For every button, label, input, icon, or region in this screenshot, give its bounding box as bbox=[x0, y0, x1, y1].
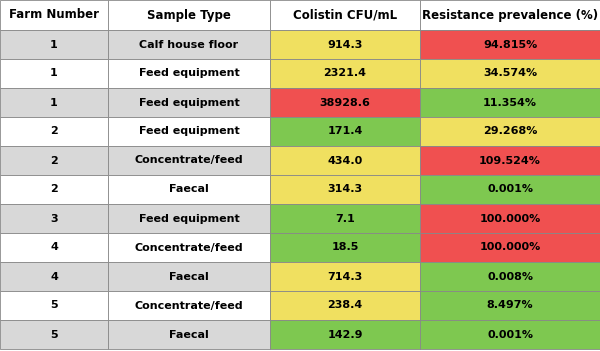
Text: 914.3: 914.3 bbox=[328, 40, 362, 49]
Bar bbox=[0, 291, 108, 320]
Text: 3: 3 bbox=[50, 213, 58, 224]
Bar bbox=[270, 320, 420, 349]
Text: 2: 2 bbox=[50, 126, 58, 137]
Text: 0.001%: 0.001% bbox=[487, 330, 533, 339]
Text: 2321.4: 2321.4 bbox=[323, 68, 367, 79]
Text: Feed equipment: Feed equipment bbox=[139, 68, 239, 79]
Bar bbox=[420, 320, 600, 349]
Text: 18.5: 18.5 bbox=[331, 243, 359, 252]
Bar bbox=[420, 117, 600, 146]
Bar bbox=[108, 291, 270, 320]
Bar bbox=[420, 59, 600, 88]
Bar bbox=[270, 59, 420, 88]
Bar bbox=[420, 146, 600, 175]
Bar bbox=[420, 175, 600, 204]
Text: Sample Type: Sample Type bbox=[147, 8, 231, 21]
Bar bbox=[0, 204, 108, 233]
Bar bbox=[0, 233, 108, 262]
Text: 34.574%: 34.574% bbox=[483, 68, 537, 79]
Bar bbox=[270, 30, 420, 59]
Text: 142.9: 142.9 bbox=[327, 330, 363, 339]
Text: Feed equipment: Feed equipment bbox=[139, 126, 239, 137]
Text: 1: 1 bbox=[50, 68, 58, 79]
Bar bbox=[0, 146, 108, 175]
Text: 100.000%: 100.000% bbox=[479, 243, 541, 252]
Text: 4: 4 bbox=[50, 243, 58, 252]
Bar bbox=[270, 233, 420, 262]
Bar bbox=[108, 204, 270, 233]
Text: Calf house floor: Calf house floor bbox=[139, 40, 239, 49]
Bar bbox=[270, 175, 420, 204]
Bar bbox=[420, 204, 600, 233]
Text: 2: 2 bbox=[50, 155, 58, 166]
Bar bbox=[420, 30, 600, 59]
Bar bbox=[270, 0, 420, 30]
Text: Feed equipment: Feed equipment bbox=[139, 213, 239, 224]
Bar bbox=[420, 262, 600, 291]
Text: 29.268%: 29.268% bbox=[483, 126, 537, 137]
Bar bbox=[0, 0, 108, 30]
Text: 7.1: 7.1 bbox=[335, 213, 355, 224]
Bar bbox=[108, 262, 270, 291]
Bar bbox=[0, 320, 108, 349]
Bar bbox=[0, 175, 108, 204]
Bar bbox=[108, 88, 270, 117]
Bar bbox=[270, 117, 420, 146]
Text: 238.4: 238.4 bbox=[328, 300, 362, 311]
Bar bbox=[420, 88, 600, 117]
Bar bbox=[108, 320, 270, 349]
Bar bbox=[420, 291, 600, 320]
Text: 5: 5 bbox=[50, 330, 58, 339]
Bar bbox=[108, 175, 270, 204]
Text: 100.000%: 100.000% bbox=[479, 213, 541, 224]
Bar bbox=[270, 146, 420, 175]
Text: 8.497%: 8.497% bbox=[487, 300, 533, 311]
Bar bbox=[108, 30, 270, 59]
Text: 0.001%: 0.001% bbox=[487, 185, 533, 194]
Bar bbox=[0, 262, 108, 291]
Bar bbox=[108, 117, 270, 146]
Bar bbox=[270, 262, 420, 291]
Text: Farm Number: Farm Number bbox=[9, 8, 99, 21]
Text: 434.0: 434.0 bbox=[328, 155, 362, 166]
Bar bbox=[0, 117, 108, 146]
Text: Concentrate/feed: Concentrate/feed bbox=[134, 155, 244, 166]
Bar bbox=[108, 146, 270, 175]
Bar bbox=[0, 30, 108, 59]
Text: 4: 4 bbox=[50, 272, 58, 282]
Text: Concentrate/feed: Concentrate/feed bbox=[134, 300, 244, 311]
Text: 0.008%: 0.008% bbox=[487, 272, 533, 282]
Text: 5: 5 bbox=[50, 300, 58, 311]
Bar bbox=[108, 233, 270, 262]
Text: Faecal: Faecal bbox=[169, 272, 209, 282]
Text: Concentrate/feed: Concentrate/feed bbox=[134, 243, 244, 252]
Bar bbox=[108, 59, 270, 88]
Text: 714.3: 714.3 bbox=[328, 272, 362, 282]
Text: 2: 2 bbox=[50, 185, 58, 194]
Bar bbox=[270, 204, 420, 233]
Text: 1: 1 bbox=[50, 40, 58, 49]
Text: 11.354%: 11.354% bbox=[483, 98, 537, 107]
Text: Colistin CFU/mL: Colistin CFU/mL bbox=[293, 8, 397, 21]
Text: Feed equipment: Feed equipment bbox=[139, 98, 239, 107]
Text: Faecal: Faecal bbox=[169, 185, 209, 194]
Text: 94.815%: 94.815% bbox=[483, 40, 537, 49]
Bar bbox=[270, 88, 420, 117]
Bar bbox=[0, 88, 108, 117]
Bar bbox=[0, 59, 108, 88]
Text: Faecal: Faecal bbox=[169, 330, 209, 339]
Text: 1: 1 bbox=[50, 98, 58, 107]
Bar bbox=[420, 233, 600, 262]
Text: 109.524%: 109.524% bbox=[479, 155, 541, 166]
Text: 314.3: 314.3 bbox=[328, 185, 362, 194]
Text: Resistance prevalence (%): Resistance prevalence (%) bbox=[422, 8, 598, 21]
Bar bbox=[108, 0, 270, 30]
Bar bbox=[420, 0, 600, 30]
Text: 171.4: 171.4 bbox=[328, 126, 362, 137]
Bar bbox=[270, 291, 420, 320]
Text: 38928.6: 38928.6 bbox=[320, 98, 370, 107]
